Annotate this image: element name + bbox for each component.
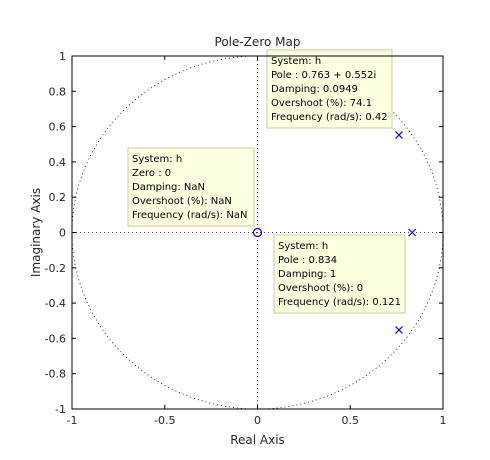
x-axis-label: Real Axis (230, 433, 285, 447)
y-tick-label: -0.2 (45, 262, 66, 275)
datatip-line: Pole : 0.763 + 0.552i (271, 70, 376, 81)
datatip-pole-real: System: h Pole : 0.834 Damping: 1 Overshoot… (273, 234, 406, 314)
y-tick-label: -0.8 (45, 368, 66, 381)
datatip-line: Frequency (rad/s): 0.121 (278, 297, 401, 308)
datatip-line: Damping: NaN (132, 182, 205, 193)
datatip-line: Zero : 0 (132, 168, 171, 179)
datatip-line: Overshoot (%): 0 (278, 283, 363, 294)
y-tick-label: 0.8 (49, 85, 67, 98)
datatip-box (127, 147, 255, 227)
y-tick-label: -0.6 (45, 332, 66, 345)
y-tick-label: 0 (59, 227, 66, 240)
datatip-box (266, 49, 393, 129)
x-tick-label: 1 (440, 414, 447, 427)
pole-marker (395, 326, 403, 334)
datatip-box (273, 234, 406, 314)
y-tick-label: 1 (59, 50, 66, 63)
x-tick-label: -1 (67, 414, 78, 427)
datatip-line: Overshoot (%): 74.1 (271, 98, 372, 109)
pole-marker (395, 131, 403, 139)
axes-box (71, 55, 444, 410)
datatip-zero: System: h Zero : 0 Damping: NaN Overshoot (… (127, 147, 255, 227)
chart-title: Pole-Zero Map (215, 35, 301, 49)
pole-marker-stroke (395, 131, 403, 139)
y-tick-label: 0.6 (49, 121, 67, 134)
y-tick-label: -0.4 (45, 297, 66, 310)
datatip-line: Pole : 0.834 (278, 255, 337, 266)
x-tick-label: 0.5 (342, 414, 360, 427)
y-axis-label: Imaginary Axis (29, 188, 43, 277)
pole-marker-stroke (408, 228, 417, 237)
y-tick-label: 0.4 (49, 156, 67, 169)
zero-marker (252, 227, 263, 238)
pole-marker (408, 228, 417, 237)
datatip-line: Damping: 0.0949 (271, 84, 358, 95)
datatip-line: Frequency (rad/s): 0.42 (271, 112, 388, 123)
y-tick-label: -1 (55, 403, 66, 416)
datatip-line: Frequency (rad/s): NaN (132, 210, 247, 221)
y-tick-label: 0.2 (49, 191, 67, 204)
datatip-line: System: h (132, 154, 182, 165)
x-tick-label: 0 (254, 414, 261, 427)
datatip-line: System: h (278, 241, 328, 252)
datatip-pole-upper: System: h Pole : 0.763 + 0.552i Damping: 0… (266, 49, 393, 129)
pole-marker-stroke (395, 326, 403, 334)
datatip-line: System: h (271, 56, 321, 67)
datatip-line: Damping: 1 (278, 269, 336, 280)
x-tick-label: -0.5 (154, 414, 175, 427)
datatip-line: Overshoot (%): NaN (132, 196, 232, 207)
